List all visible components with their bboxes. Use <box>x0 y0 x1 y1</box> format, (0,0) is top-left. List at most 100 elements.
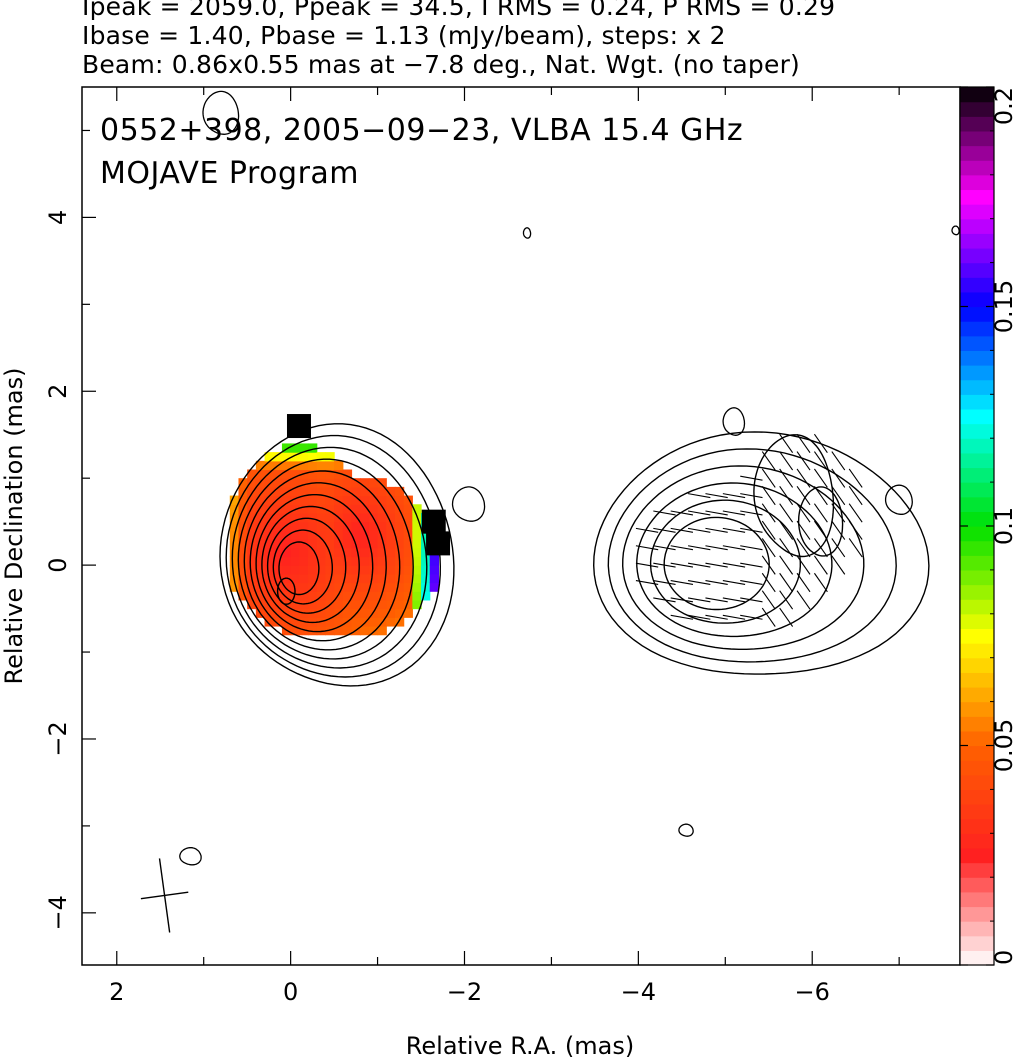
pol-pixel <box>412 504 422 514</box>
pol-pixel <box>360 504 370 514</box>
pol-pixel <box>299 539 309 549</box>
evpa-vector <box>670 510 694 516</box>
colorbar-step <box>960 379 994 395</box>
pol-pixel <box>342 547 353 558</box>
pol-pixel <box>308 460 318 471</box>
pol-pixel <box>316 599 327 610</box>
pol-pixel <box>299 452 309 462</box>
evpa-vector <box>740 545 763 551</box>
pol-pixel <box>290 556 300 566</box>
pol-pixel <box>299 521 309 531</box>
pol-pixel <box>316 565 327 575</box>
pol-pixel <box>264 582 274 592</box>
pol-pixel <box>360 582 370 592</box>
colorbar-step <box>960 189 994 205</box>
beam-ellipse <box>140 858 189 933</box>
pol-pixel <box>403 530 413 540</box>
pol-pixel <box>325 512 335 523</box>
pol-pixel <box>281 478 292 488</box>
evpa-vector <box>687 580 711 586</box>
pol-pixel <box>290 452 300 462</box>
pol-pixel <box>351 495 361 505</box>
pol-pixel <box>273 539 283 549</box>
pol-pixel <box>281 443 292 453</box>
colorbar-step <box>960 394 994 410</box>
pol-pixel <box>264 495 274 505</box>
evpa-vector <box>761 607 776 627</box>
pol-pixel <box>377 495 387 505</box>
pol-pixel <box>264 617 274 627</box>
colorbar-tick-label: 0.1 <box>990 507 1018 545</box>
colorbar-step <box>960 686 994 703</box>
x-tick-label: 2 <box>109 978 124 1006</box>
isolated-contour <box>722 407 746 436</box>
evpa-vector <box>813 468 828 488</box>
colorbar-step <box>960 760 994 776</box>
pol-pixel <box>290 521 300 531</box>
intensity-contour <box>278 541 320 596</box>
pol-pixel <box>351 565 361 575</box>
pol-pixel <box>377 556 387 566</box>
pol-pixel <box>255 504 266 514</box>
colorbar-step <box>960 774 994 790</box>
isolated-contour <box>678 823 694 837</box>
pol-pixel <box>403 556 413 566</box>
pol-pixel <box>308 591 318 601</box>
pol-pixel <box>255 556 266 566</box>
pol-pixel <box>290 608 300 618</box>
pol-pixel <box>255 486 266 497</box>
colorbar <box>959 86 995 966</box>
evpa-vector <box>761 555 776 575</box>
y-axis-title: Relative Declination (mas) <box>0 367 28 684</box>
pol-pixel <box>394 599 405 610</box>
pol-pixel <box>368 625 379 636</box>
evpa-vector <box>687 562 711 568</box>
pol-pixel <box>360 625 370 636</box>
evpa-vector <box>740 493 763 499</box>
pol-pixel <box>360 521 370 531</box>
pol-pixel <box>421 556 431 566</box>
pol-pixel <box>342 625 353 636</box>
pol-pixel <box>360 599 370 610</box>
beam-minor-axis <box>140 891 189 900</box>
pol-pixel <box>342 521 353 531</box>
pol-pixel <box>273 608 283 618</box>
pol-pixel <box>238 495 248 505</box>
pol-pixel <box>290 478 300 488</box>
pol-pixel <box>368 530 379 540</box>
isolated-contour <box>522 227 532 239</box>
x-axis-title: Relative R.A. (mas) <box>406 1032 634 1060</box>
evpa-vector <box>705 527 728 533</box>
pol-pixel <box>386 591 396 601</box>
colorbar-step <box>960 935 994 951</box>
colorbar-step <box>960 233 994 249</box>
pol-pixel <box>360 547 370 558</box>
pol-pixel <box>377 608 387 618</box>
evpa-vector <box>796 555 811 575</box>
pol-pixel <box>273 486 283 497</box>
evpa-vector <box>653 580 676 586</box>
pol-pixel <box>308 539 318 549</box>
pol-pixel <box>412 521 422 531</box>
pol-pixel <box>308 565 318 575</box>
colorbar-step <box>960 818 994 834</box>
map-annotation-title: 0552+398, 2005−09−23, VLBA 15.4 GHz <box>100 113 743 148</box>
isolated-contour <box>202 90 240 135</box>
colorbar-step <box>960 482 994 498</box>
pol-pixel <box>368 599 379 610</box>
colorbar-step <box>960 643 994 659</box>
pol-pixel <box>394 582 405 592</box>
plot-frame <box>81 86 961 966</box>
intensity-contour <box>255 494 374 633</box>
pol-pixel <box>377 530 387 540</box>
pol-pixel <box>281 452 292 462</box>
pol-pixel <box>334 486 344 497</box>
pol-pixel <box>299 486 309 497</box>
evpa-vector <box>722 614 746 620</box>
pol-pixel <box>316 486 327 497</box>
pol-pixel <box>342 504 353 514</box>
pol-pixel <box>325 521 335 531</box>
pol-pixel <box>334 565 344 575</box>
evpa-vector <box>740 527 763 533</box>
pol-pixel <box>368 504 379 514</box>
